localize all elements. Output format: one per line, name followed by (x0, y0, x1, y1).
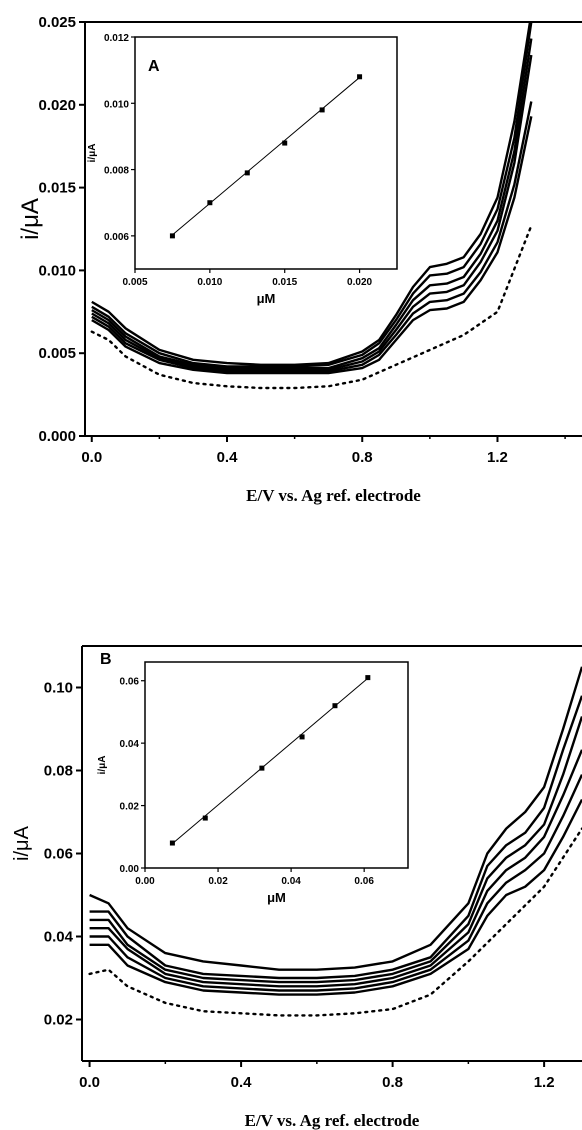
inset-data-point (244, 170, 250, 176)
voltammogram-curve-5 (89, 695, 582, 980)
x-tick-label: 0.8 (352, 449, 373, 466)
voltammogram-curve-6 (91, 22, 532, 366)
inset-data-point (202, 815, 208, 821)
inset-y-tick-label: 0.006 (104, 232, 129, 243)
inset-data-point (319, 107, 325, 113)
voltammogram-curve-4 (91, 38, 533, 370)
y-tick-label: 0.025 (38, 14, 76, 31)
inset-y-tick-label: 0.00 (120, 864, 140, 875)
voltammogram-curve-2 (89, 774, 582, 992)
inset-data-point (357, 74, 363, 80)
inset-y-tick-label: 0.010 (104, 99, 129, 110)
panel-label: A (148, 58, 160, 75)
x-tick-label: 0.8 (382, 1074, 403, 1091)
y-axis-title: i/μA (17, 198, 44, 240)
inset-data-point (365, 675, 371, 681)
voltammogram-curve-6 (89, 666, 582, 971)
voltammogram-curve-4 (89, 716, 582, 984)
inset-y-tick-label: 0.06 (120, 677, 140, 688)
inset-x-axis-title: μM (257, 291, 276, 306)
inset-chart: 0.005 0.010 0.015 0.020 0.006 0.008 0.010 0.012… (87, 33, 398, 306)
x-tick-label: 1.2 (534, 1074, 555, 1091)
inset-fit-line (172, 77, 360, 236)
inset-data-point (207, 200, 213, 206)
inset-y-tick-label: 0.008 (104, 166, 129, 177)
inset-x-tick-label: 0.06 (354, 876, 374, 887)
y-tick-label: 0.02 (44, 1012, 73, 1029)
inset-chart: 0.00 0.02 0.04 0.06 0.00 0.02 0.04 0.06 μM i/μA B (97, 651, 409, 905)
y-tick-label: 0.06 (44, 846, 73, 863)
voltammogram-curve-2 (91, 101, 533, 373)
inset-x-axis-title: μM (267, 890, 286, 905)
voltammogram-curve-5 (91, 22, 533, 368)
inset-data-point (299, 734, 305, 740)
inset-x-tick-label: 0.02 (208, 876, 228, 887)
baseline-dotted-curve (88, 827, 582, 1017)
panel-label: B (100, 651, 112, 668)
voltammogram-curve-3 (91, 54, 533, 371)
inset-x-tick-label: 0.04 (281, 876, 301, 887)
panel-b-chart: 0.02 0.04 0.06 0.08 0.10 0.0 0.4 0.8 1.2 E/V vs. … (11, 645, 582, 1130)
x-tick-label: 1.2 (487, 449, 508, 466)
x-tick-label: 0.4 (231, 1074, 253, 1091)
inset-x-tick-label: 0.015 (272, 277, 297, 288)
inset-y-tick-label: 0.02 (120, 802, 140, 813)
inset-y-axis-title: i/μA (87, 144, 98, 163)
panel-a-chart: 0.000 0.005 0.010 0.015 0.020 0.025 0.0 0.4 0.8 1… (17, 14, 582, 505)
inset-x-tick-label: 0.020 (347, 277, 372, 288)
x-axis-title: E/V vs. Ag ref. electrode (246, 486, 421, 505)
y-tick-label: 0.005 (38, 345, 76, 362)
y-tick-label: 0.04 (44, 929, 74, 946)
inset-data-point (259, 765, 265, 771)
inset-data-point (332, 703, 338, 709)
baseline-dotted-curve (90, 224, 533, 390)
voltammogram-curve-1 (91, 116, 533, 375)
y-tick-label: 0.015 (38, 180, 76, 197)
x-tick-label: 0.0 (81, 449, 102, 466)
y-tick-label: 0.08 (44, 763, 73, 780)
x-tick-label: 0.0 (79, 1074, 100, 1091)
voltammogram-curve-3 (89, 749, 582, 988)
inset-x-tick-label: 0.005 (122, 277, 147, 288)
y-axis-title: i/μA (11, 825, 33, 861)
y-tick-label: 0.10 (44, 680, 73, 697)
inset-frame (134, 36, 398, 270)
inset-data-point (282, 140, 288, 146)
inset-x-tick-label: 0.010 (197, 277, 222, 288)
voltammogram-curve-1 (89, 798, 582, 996)
inset-frame (144, 661, 409, 869)
y-tick-label: 0.020 (38, 97, 76, 114)
inset-y-axis-title: i/μA (97, 756, 108, 775)
y-tick-label: 0.010 (38, 262, 76, 279)
inset-data-point (169, 840, 175, 846)
inset-y-tick-label: 0.012 (104, 33, 129, 44)
x-tick-label: 0.4 (217, 449, 239, 466)
inset-data-point (169, 233, 175, 239)
x-axis-title: E/V vs. Ag ref. electrode (245, 1111, 420, 1130)
y-tick-label: 0.000 (38, 428, 76, 445)
inset-x-tick-label: 0.00 (135, 876, 155, 887)
inset-y-tick-label: 0.04 (120, 739, 140, 750)
